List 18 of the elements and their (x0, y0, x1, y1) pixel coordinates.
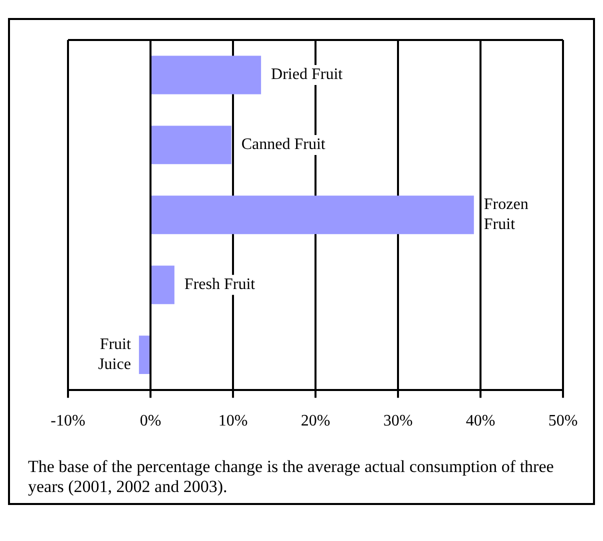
y-tick-label: Canned Fruit (241, 136, 326, 154)
x-tick-label: 40% (466, 412, 496, 430)
bar (152, 266, 174, 304)
x-tick-label: -10% (50, 412, 86, 430)
x-tick-label: 0% (140, 412, 162, 430)
text: The base of the percentage change is the average actual consumption of three years (2001, 2002 and 2003). (28, 457, 555, 497)
x-tick-label: 30% (383, 412, 413, 430)
y-tick-label: Fruit Juice (98, 336, 132, 374)
bar (152, 56, 262, 94)
y-tick-label: Fresh Fruit (184, 276, 256, 294)
bar (152, 126, 232, 164)
x-tick-label: 10% (218, 412, 248, 430)
bar (138, 336, 150, 374)
x-tick-label: 50% (548, 412, 578, 430)
y-tick-label: Dried Fruit (271, 66, 344, 84)
x-tick-label: 20% (300, 412, 330, 430)
bar (152, 196, 474, 234)
y-tick-label: Frozen Fruit (484, 196, 528, 234)
